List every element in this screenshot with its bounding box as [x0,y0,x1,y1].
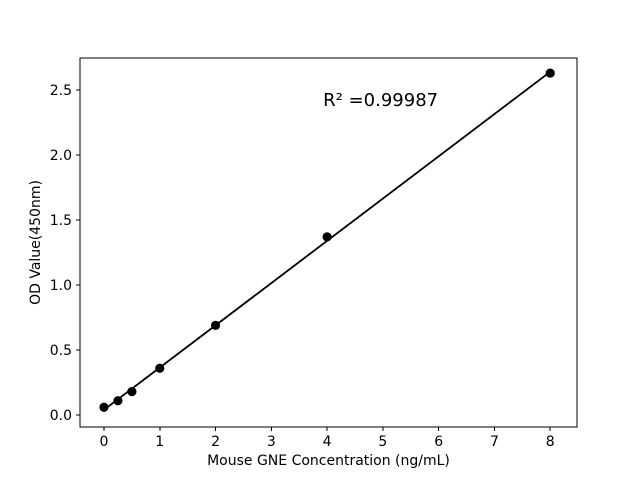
x-tick-label: 0 [100,434,109,450]
x-tick-label: 3 [267,434,276,450]
data-point [99,402,109,412]
x-tick-label: 5 [378,434,387,450]
y-axis-ticks: 0.0 0.5 1.0 1.5 2.0 2.5 [50,83,80,424]
data-point [113,396,123,406]
y-tick-label: 0.0 [50,408,72,424]
x-axis-label: Mouse GNE Concentration (ng/mL) [207,453,450,469]
x-tick-label: 7 [490,434,499,450]
data-point [322,232,332,242]
data-point [210,320,221,330]
data-series [99,68,555,412]
data-point [127,387,137,397]
y-tick-label: 1.5 [50,213,72,229]
data-point [155,363,165,373]
y-tick-label: 2.5 [50,83,72,99]
x-tick-label: 8 [546,434,555,450]
x-tick-label: 1 [155,434,164,450]
x-tick-label: 4 [323,434,332,450]
x-tick-label: 6 [434,434,443,450]
x-tick-label: 2 [211,434,220,450]
data-point [545,68,555,78]
plot-area [79,57,578,428]
y-tick-label: 2.0 [50,148,72,164]
r-squared-annotation: R² =0.99987 [323,90,438,111]
x-axis-ticks: 0 1 2 3 4 5 6 7 8 [100,427,555,450]
y-tick-label: 1.0 [50,278,72,294]
y-tick-label: 0.5 [50,343,72,359]
y-axis-label: OD Value(450nm) [28,180,44,305]
